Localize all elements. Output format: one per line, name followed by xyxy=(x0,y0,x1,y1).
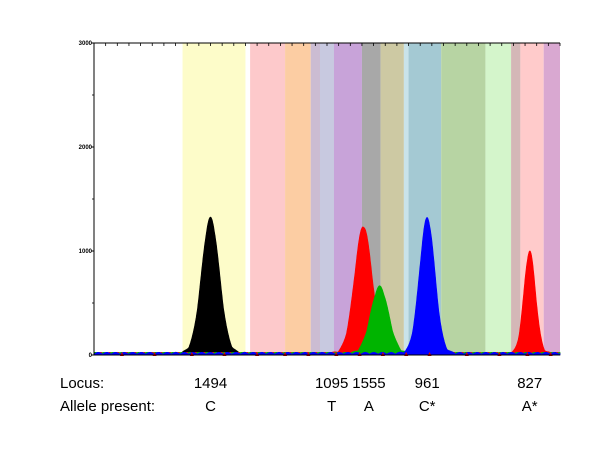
trace-series-3 xyxy=(93,217,561,356)
y-tick-label: 0 xyxy=(89,353,93,359)
trace-series-2 xyxy=(93,285,561,356)
trace-series xyxy=(93,216,561,356)
allele-value: C* xyxy=(418,398,436,415)
locus-band-8 xyxy=(403,43,409,355)
locus-band-10 xyxy=(441,43,486,355)
allele-value: C xyxy=(205,398,216,415)
locus-value: 1555 xyxy=(352,375,386,392)
locus-value: 1095 xyxy=(314,375,349,392)
row-label: Locus: xyxy=(60,375,105,392)
allele-value: T xyxy=(327,398,337,415)
allele-value: A xyxy=(363,398,374,415)
y-tick-label: 1000 xyxy=(79,249,93,255)
row-label: Allele present: xyxy=(60,398,156,415)
locus-band-3 xyxy=(310,43,321,355)
locus-value: 961 xyxy=(414,375,440,392)
axes: 0 1000 2000 3000 xyxy=(79,41,561,359)
locus-value: 1494 xyxy=(193,375,228,392)
locus-band-4 xyxy=(320,43,334,355)
locus-band-14 xyxy=(543,43,560,355)
allele-value: A* xyxy=(521,398,538,415)
locus-band-1 xyxy=(250,43,286,355)
electropherogram-chart: 0 1000 2000 3000 xyxy=(79,41,561,359)
locus-band-11 xyxy=(485,43,512,355)
locus-band-2 xyxy=(285,43,311,355)
y-tick-label: 2000 xyxy=(79,145,93,151)
locus-band-12 xyxy=(511,43,521,355)
y-tick-label: 3000 xyxy=(79,41,93,47)
locus-value: 827 xyxy=(517,375,543,392)
locus-band-7 xyxy=(380,43,404,355)
